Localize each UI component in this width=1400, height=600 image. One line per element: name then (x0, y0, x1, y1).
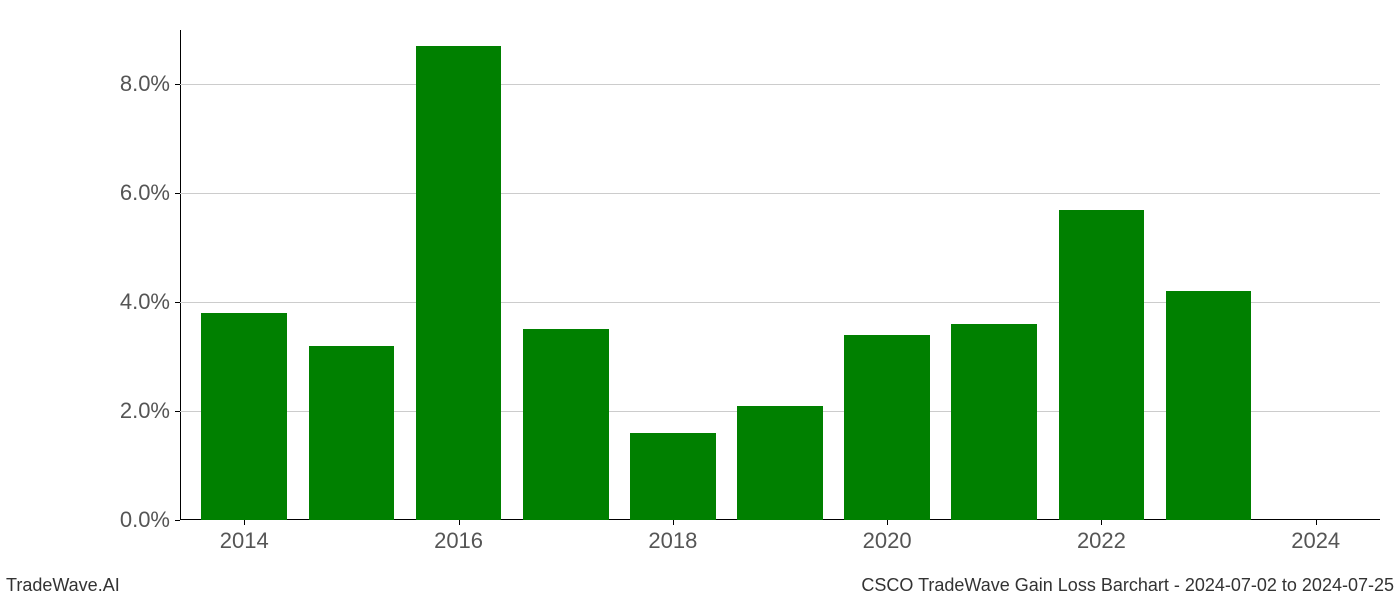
y-tick-label: 6.0% (90, 180, 170, 206)
bar (309, 346, 395, 520)
x-tick-label: 2016 (434, 528, 483, 554)
y-tick (175, 302, 180, 303)
y-tick-label: 2.0% (90, 398, 170, 424)
y-gridline (180, 193, 1380, 194)
plot-area: 0.0%2.0%4.0%6.0%8.0%20142016201820202022… (180, 30, 1380, 520)
x-tick (887, 520, 888, 525)
x-tick-label: 2014 (220, 528, 269, 554)
x-tick (1101, 520, 1102, 525)
y-tick-label: 8.0% (90, 71, 170, 97)
y-tick (175, 84, 180, 85)
x-tick (1316, 520, 1317, 525)
y-tick-label: 0.0% (90, 507, 170, 533)
bar (630, 433, 716, 520)
bar (523, 329, 609, 520)
footer-brand: TradeWave.AI (6, 575, 120, 596)
footer-caption: CSCO TradeWave Gain Loss Barchart - 2024… (861, 575, 1394, 596)
bar (1059, 210, 1145, 520)
x-tick-label: 2020 (863, 528, 912, 554)
y-tick (175, 193, 180, 194)
bar (416, 46, 502, 520)
y-tick (175, 520, 180, 521)
bar (201, 313, 287, 520)
x-tick-label: 2018 (648, 528, 697, 554)
bar (844, 335, 930, 520)
y-axis (180, 30, 181, 520)
bar (951, 324, 1037, 520)
x-tick-label: 2022 (1077, 528, 1126, 554)
bar (1166, 291, 1252, 520)
y-gridline (180, 84, 1380, 85)
x-tick-label: 2024 (1291, 528, 1340, 554)
y-tick-label: 4.0% (90, 289, 170, 315)
y-tick (175, 411, 180, 412)
x-tick (244, 520, 245, 525)
chart-container: 0.0% 2.0% 4.0% 6.0% 8.0% 2014 2016 2018 2020 2022… (0, 0, 1400, 600)
bar (737, 406, 823, 520)
x-tick (673, 520, 674, 525)
x-tick (459, 520, 460, 525)
